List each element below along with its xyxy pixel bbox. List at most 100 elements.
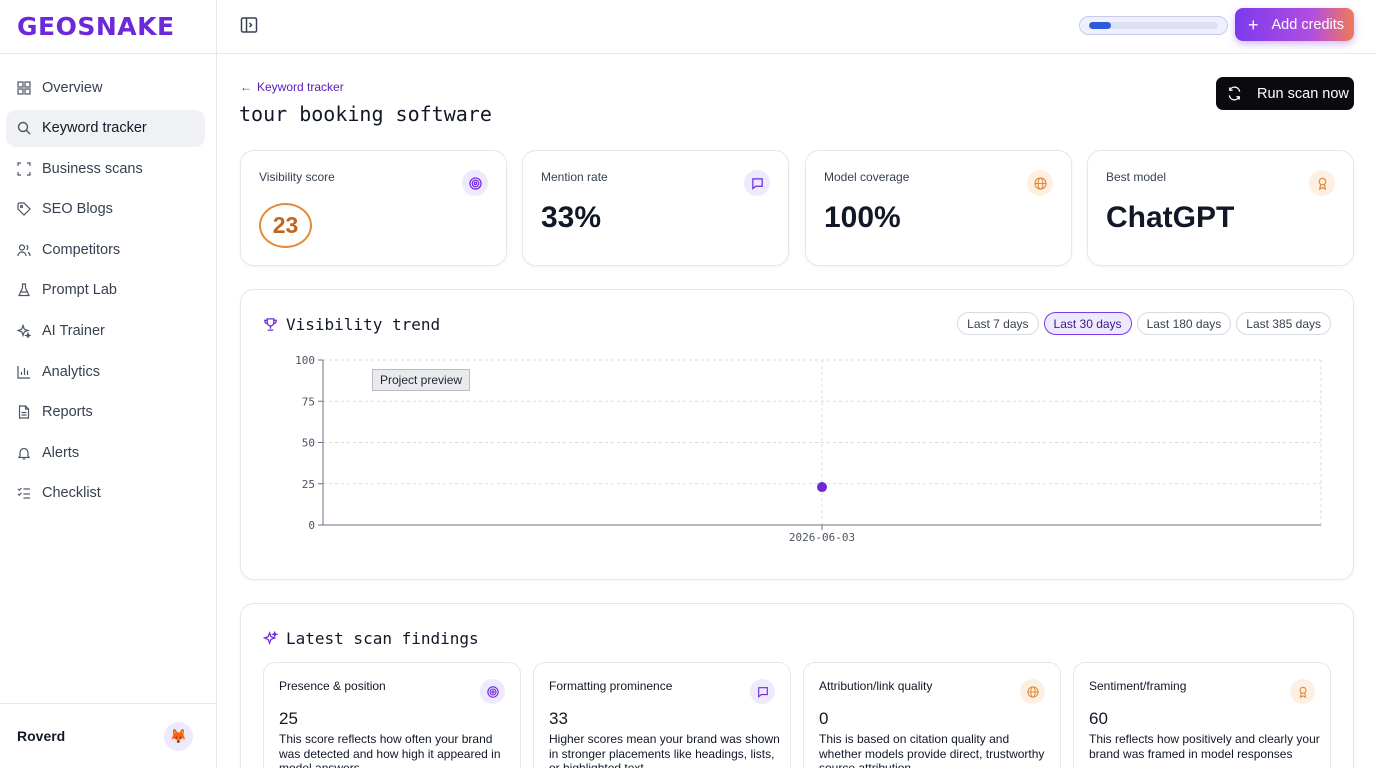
project-preview-tooltip: Project preview [372, 369, 471, 391]
run-scan-label: Run scan now [1257, 85, 1349, 102]
workspace-switcher[interactable]: Roverd 🦊 [0, 703, 216, 768]
sidebar-item-checklist[interactable]: Checklist [6, 475, 205, 512]
visibility-trend-card: 0 25 50 75 100 2026-06-03 Visibility trend La… [240, 289, 1354, 580]
finding-score: 0 [819, 709, 829, 728]
sidebar-item-business-scans[interactable]: Business scans [6, 150, 205, 187]
sidebar-item-reports[interactable]: Reports [6, 394, 205, 431]
range-selector: Last 7 days Last 30 days Last 180 days L… [957, 312, 1331, 335]
range-button-7-days[interactable]: Last 7 days [957, 312, 1039, 335]
scan-icon [17, 162, 31, 176]
target-icon [462, 170, 488, 196]
stat-value: 100% [824, 201, 901, 234]
sidebar-item-label: Overview [42, 79, 103, 96]
data-point [817, 482, 827, 493]
finding-card-attribution-link-quality: Attribution/link quality 0 This is based… [803, 662, 1061, 768]
finding-description: This reflects how positively and clearly… [1089, 732, 1320, 761]
sidebar-item-label: Keyword tracker [42, 120, 147, 137]
sidebar-item-competitors[interactable]: Competitors [6, 231, 205, 268]
back-link-label: Keyword tracker [257, 80, 344, 94]
sidebar-item-keyword-tracker[interactable]: Keyword tracker [6, 109, 205, 147]
finding-description: Higher scores mean your brand was shown … [549, 732, 780, 768]
visibility-trend-chart: 0 25 50 75 100 2026-06-03 [295, 354, 1322, 544]
globe-icon [1020, 679, 1045, 704]
brand-logo[interactable]: GEOSNAKE [0, 0, 216, 54]
sidebar-item-label: SEO Blogs [42, 201, 113, 218]
y-tick-label: 75 [302, 395, 315, 408]
sidebar-toggle-icon[interactable] [239, 15, 259, 35]
credits-progress [1079, 16, 1228, 35]
back-link[interactable]: ← Keyword tracker [240, 80, 344, 94]
range-button-30-days[interactable]: Last 30 days [1043, 312, 1132, 335]
sidebar-item-label: Competitors [42, 241, 121, 258]
grid-icon [17, 80, 31, 95]
arrow-left-icon: ← [240, 80, 252, 94]
search-icon [17, 121, 31, 135]
stat-card-mention-rate: Mention rate 33% [522, 150, 789, 266]
range-button-180-days[interactable]: Last 180 days [1136, 312, 1232, 335]
stat-value: ChatGPT [1106, 201, 1235, 234]
page-title: tour booking software [239, 102, 492, 126]
sidebar-nav: Overview Keyword tracker Business scans … [0, 54, 216, 512]
list-check-icon [17, 486, 31, 500]
trophy-icon [264, 318, 277, 331]
sidebar-item-label: Business scans [42, 160, 143, 177]
brand-name: GEOSNAKE [17, 12, 175, 41]
finding-card-sentiment-framing: Sentiment/framing 60 This reflects how p… [1073, 662, 1331, 768]
stat-label: Best model [1106, 170, 1167, 184]
add-credits-button[interactable]: + Add credits [1235, 8, 1354, 41]
sparkle-icon [17, 324, 31, 339]
y-tick-label: 0 [308, 519, 315, 532]
sidebar-item-label: Alerts [42, 444, 80, 461]
finding-title: Sentiment/framing [1089, 679, 1187, 693]
finding-score: 25 [279, 709, 298, 728]
stat-value: 33% [541, 201, 602, 234]
refresh-icon [1228, 86, 1241, 101]
visibility-score-value: 23 [259, 203, 312, 248]
finding-description: This score reflects how often your brand… [279, 732, 501, 768]
sidebar-item-prompt-lab[interactable]: Prompt Lab [6, 272, 205, 309]
latest-scan-findings-card: Latest scan findings Presence & position… [240, 603, 1354, 768]
message-icon [750, 679, 775, 704]
stat-card-model-coverage: Model coverage 100% [805, 150, 1072, 266]
y-tick-label: 25 [302, 478, 315, 491]
finding-title: Attribution/link quality [819, 679, 933, 693]
stat-label: Mention rate [541, 170, 608, 184]
finding-title: Formatting prominence [549, 679, 673, 693]
visibility-trend-title: Visibility trend [263, 315, 440, 334]
finding-card-formatting-prominence: Formatting prominence 33 Higher scores m… [533, 662, 791, 768]
findings-title-text: Latest scan findings [286, 629, 479, 648]
sidebar-item-label: AI Trainer [42, 323, 105, 340]
finding-title: Presence & position [279, 679, 386, 693]
users-icon [17, 243, 31, 257]
credits-progress-fill [1089, 22, 1111, 29]
run-scan-button[interactable]: Run scan now [1216, 77, 1354, 110]
finding-score: 33 [549, 709, 568, 728]
sidebar-item-analytics[interactable]: Analytics [6, 353, 205, 390]
finding-score: 60 [1089, 709, 1108, 728]
bell-icon [17, 446, 31, 460]
add-credits-label: Add credits [1271, 16, 1345, 33]
sparkle-icon [263, 631, 278, 645]
sidebar-item-ai-trainer[interactable]: AI Trainer [6, 313, 205, 350]
y-tick-label: 100 [295, 354, 315, 367]
file-icon [17, 405, 31, 419]
sidebar-item-overview[interactable]: Overview [6, 69, 205, 106]
sidebar-item-seo-blogs[interactable]: SEO Blogs [6, 191, 205, 228]
range-button-385-days[interactable]: Last 385 days [1236, 312, 1331, 335]
avatar[interactable]: 🦊 [164, 721, 193, 751]
tag-icon [17, 202, 31, 217]
sidebar-item-label: Prompt Lab [42, 282, 117, 299]
sidebar-item-label: Analytics [42, 363, 101, 380]
bar-chart-icon [17, 365, 31, 379]
y-tick-label: 50 [302, 437, 315, 450]
stat-card-visibility-score: Visibility score 23 [240, 150, 507, 266]
workspace-name: Roverd [17, 728, 66, 744]
topbar: + Add credits [217, 0, 1376, 54]
sidebar-item-label: Reports [42, 404, 93, 421]
plus-icon: + [1248, 14, 1259, 35]
sidebar: GEOSNAKE Overview Keyword tracker Busine… [0, 0, 217, 768]
sidebar-item-alerts[interactable]: Alerts [6, 434, 205, 471]
visibility-trend-title-text: Visibility trend [286, 315, 441, 334]
sidebar-item-label: Checklist [42, 485, 101, 502]
stat-label: Visibility score [259, 170, 335, 184]
